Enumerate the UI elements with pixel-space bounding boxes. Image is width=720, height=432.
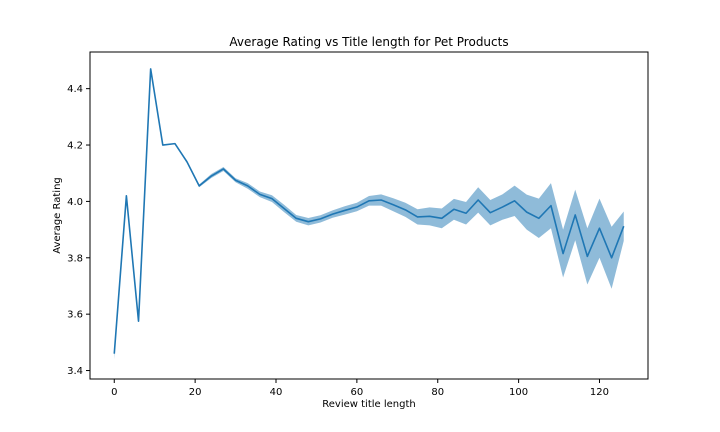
confidence-band [114, 68, 624, 360]
y-axis-title: Average Rating [52, 177, 63, 253]
plot-area [113, 68, 625, 360]
x-axis: 0 20 40 60 80 100 120 [111, 379, 609, 398]
y-tick-label: 3.4 [67, 366, 83, 377]
axes-frame [89, 51, 649, 380]
x-tick-label: 80 [431, 387, 444, 398]
y-axis: 3.4 3.6 3.8 4.0 4.2 4.4 [67, 84, 90, 377]
x-tick-label: 60 [351, 387, 364, 398]
x-tick-label: 40 [270, 387, 283, 398]
x-tick-label: 100 [509, 387, 528, 398]
x-tick-label: 0 [111, 387, 117, 398]
x-axis-title: Review title length [322, 399, 415, 410]
y-tick-label: 3.6 [67, 310, 83, 321]
x-tick-label: 20 [189, 387, 202, 398]
chart-title: Average Rating vs Title length for Pet P… [229, 35, 508, 49]
rating-line [113, 68, 625, 354]
y-tick-label: 4.0 [67, 197, 83, 208]
y-tick-label: 4.4 [67, 84, 83, 95]
y-tick-label: 3.8 [67, 253, 83, 264]
x-tick-label: 120 [590, 387, 609, 398]
y-tick-label: 4.2 [67, 141, 83, 152]
